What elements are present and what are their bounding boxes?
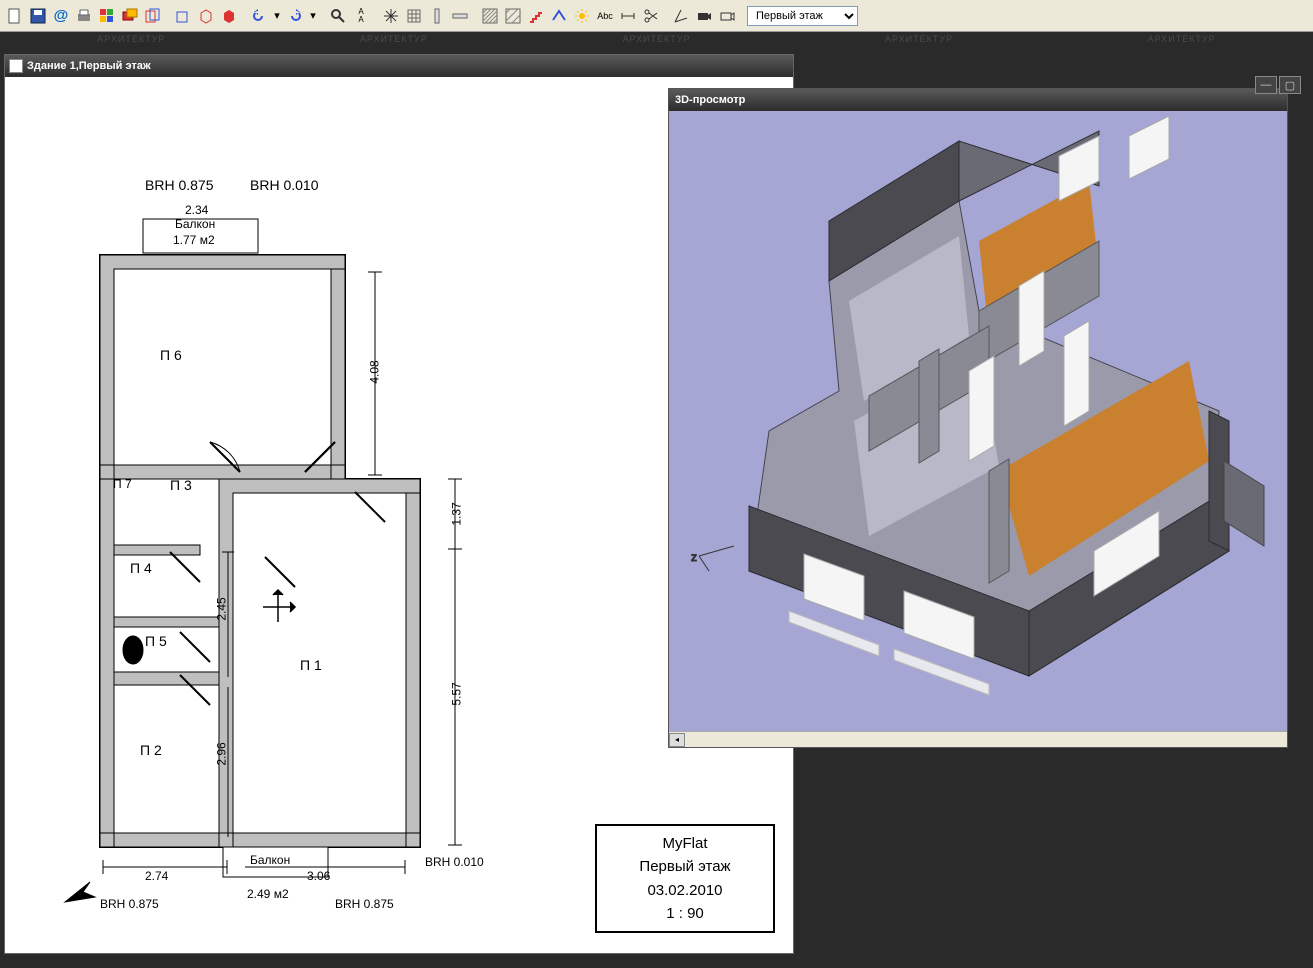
viewer-hscroll[interactable]: ◂	[669, 731, 1287, 747]
plan-window-title: Здание 1,Первый этаж	[27, 60, 151, 72]
balcony-bot-area: 2.49 м2	[247, 887, 289, 901]
minimize-button[interactable]: —	[1255, 76, 1277, 94]
palette-icon[interactable]	[96, 5, 118, 27]
at-icon[interactable]: @	[50, 5, 72, 27]
ruler-h-icon[interactable]	[449, 5, 471, 27]
camera2-icon[interactable]	[716, 5, 738, 27]
dim-1.37: 1.37	[450, 502, 464, 525]
main-toolbar: @ ▾ ▾ AA Abc Первый этаж	[0, 0, 1313, 32]
window-controls: — ▢	[1255, 76, 1301, 94]
undo-icon[interactable]	[248, 5, 270, 27]
axis-icon[interactable]	[670, 5, 692, 27]
3d-model-svg: z	[669, 111, 1287, 731]
room-p6: П 6	[160, 347, 182, 363]
scissors-icon[interactable]	[640, 5, 662, 27]
zoom-icon[interactable]	[327, 5, 349, 27]
print-icon[interactable]	[73, 5, 95, 27]
dim-2.45: 2.45	[215, 597, 229, 620]
title-block: MyFlat Первый этаж 03.02.2010 1 : 90	[595, 824, 775, 933]
dim-3.06: 3.06	[307, 869, 330, 883]
balcony-top-label: Балкон	[175, 217, 215, 231]
tb-scale: 1 : 90	[597, 902, 773, 925]
viewer-window: 3D-просмотр	[668, 88, 1288, 748]
maximize-button[interactable]: ▢	[1279, 76, 1301, 94]
room-p7: П 7	[113, 477, 132, 491]
text-icon[interactable]: Abc	[594, 5, 616, 27]
redbox-icon[interactable]	[218, 5, 240, 27]
dim-4.08: 4.08	[368, 360, 382, 383]
room-p3: П 3	[170, 477, 192, 493]
room-p5: П 5	[145, 633, 167, 649]
room-p4: П 4	[130, 560, 152, 576]
save-icon[interactable]	[27, 5, 49, 27]
brh-bot-left: BRH 0.875	[100, 897, 159, 911]
box3d-icon[interactable]	[195, 5, 217, 27]
dim-2.96: 2.96	[215, 742, 229, 765]
plan-window-icon	[9, 59, 23, 73]
room-p1: П 1	[300, 657, 322, 673]
ruler-v-icon[interactable]	[426, 5, 448, 27]
compass-icon[interactable]	[380, 5, 402, 27]
hatch2-icon[interactable]	[502, 5, 524, 27]
tb-floor: Первый этаж	[597, 855, 773, 878]
balcony-bot-label: Балкон	[250, 853, 290, 867]
sun-icon[interactable]	[571, 5, 593, 27]
cube-icon[interactable]	[172, 5, 194, 27]
new-icon[interactable]	[4, 5, 26, 27]
dim-5.57: 5.57	[450, 682, 464, 705]
svg-text:z: z	[691, 550, 697, 564]
plan-window-titlebar[interactable]: Здание 1,Первый этаж	[5, 55, 793, 77]
camera-icon[interactable]	[693, 5, 715, 27]
brh-bot-mid: BRH 0.875	[335, 897, 394, 911]
grid-icon[interactable]	[403, 5, 425, 27]
balcony-top-width: 2.34	[185, 203, 208, 217]
workspace: АРХИТЕКТУРАРХИТЕКТУРАРХИТЕКТУРАРХИТЕКТУР…	[0, 32, 1313, 968]
zoom-text-icon[interactable]: AA	[350, 5, 372, 27]
tb-date: 03.02.2010	[597, 879, 773, 902]
viewer-title-text: 3D-просмотр	[675, 94, 745, 106]
viewer-canvas[interactable]: z	[669, 111, 1287, 731]
balcony-top-area: 1.77 м2	[173, 233, 215, 247]
dimension-icon[interactable]	[617, 5, 639, 27]
room-p2: П 2	[140, 742, 162, 758]
undo-dropdown-icon[interactable]: ▾	[271, 5, 283, 27]
viewer-titlebar[interactable]: 3D-просмотр	[669, 89, 1287, 111]
layers-icon[interactable]	[119, 5, 141, 27]
dim-2.74: 2.74	[145, 869, 168, 883]
scroll-left-button[interactable]: ◂	[669, 733, 685, 747]
stairs-icon[interactable]	[525, 5, 547, 27]
brh-bot-right: BRH 0.010	[425, 855, 484, 869]
floor-select[interactable]: Первый этаж	[747, 6, 858, 26]
clone-icon[interactable]	[142, 5, 164, 27]
redo-icon[interactable]	[284, 5, 306, 27]
hatch1-icon[interactable]	[479, 5, 501, 27]
redo-dropdown-icon[interactable]: ▾	[307, 5, 319, 27]
roof-icon[interactable]	[548, 5, 570, 27]
tb-name: MyFlat	[597, 832, 773, 855]
